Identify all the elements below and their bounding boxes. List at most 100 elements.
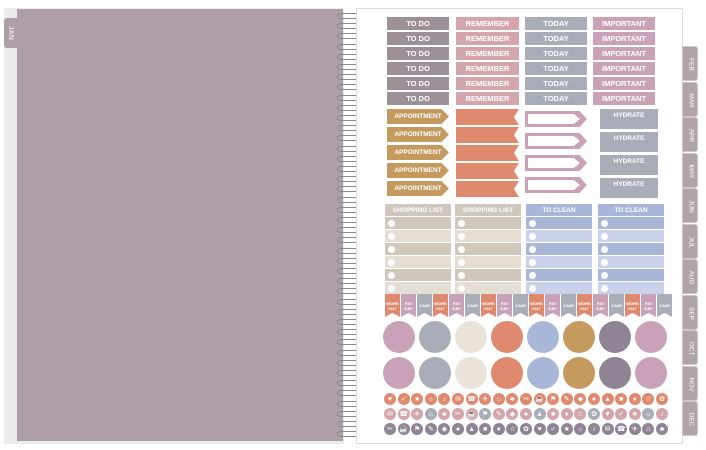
mini-flag-sticker: ASAP xyxy=(609,294,624,317)
list-row xyxy=(526,256,592,268)
mini-icon-sticker: ♥ xyxy=(533,423,546,435)
tab-sep[interactable]: SEP xyxy=(682,294,698,330)
list-row xyxy=(385,217,451,229)
tab-oct[interactable]: OCT xyxy=(682,330,698,365)
list-row xyxy=(526,282,592,294)
today-sticker: TODAY xyxy=(525,17,587,30)
mini-icon-sticker: ☆ xyxy=(574,408,587,420)
tab-mar[interactable]: MAR xyxy=(682,81,698,117)
tab-nov[interactable]: NOV xyxy=(682,365,698,401)
list-row xyxy=(526,269,592,281)
mini-icon-sticker: ✈ xyxy=(479,393,492,405)
tab-label: NOV xyxy=(687,376,695,392)
list-row xyxy=(455,269,521,281)
circle-sticker xyxy=(563,357,595,389)
mini-icon-sticker: ☎ xyxy=(615,423,628,435)
mini-icon-sticker: ■ xyxy=(615,393,628,405)
checkbox-dot xyxy=(601,284,608,292)
coral-flag-sticker xyxy=(456,181,519,197)
circle-sticker xyxy=(455,321,487,353)
hydrate-sticker: HYDRATE xyxy=(600,132,658,152)
circle-sticker xyxy=(563,321,595,353)
mini-flag-sticker: WORK OUT xyxy=(433,294,448,317)
circle-sticker xyxy=(635,357,667,389)
tab-label: MAR xyxy=(687,92,695,108)
mini-flag-sticker: PAY DAY xyxy=(497,294,512,317)
mini-icon-sticker: ♣ xyxy=(506,393,519,405)
mini-icon-sticker: ★ xyxy=(560,423,573,435)
list-row xyxy=(385,256,451,268)
spiral-binding xyxy=(337,13,367,441)
mini-icon-sticker: ■ xyxy=(547,408,560,420)
tab-dec[interactable]: DEC xyxy=(682,401,698,436)
list-row xyxy=(598,243,664,255)
tab-apr[interactable]: APR xyxy=(682,117,698,152)
mini-icon-sticker: ☼ xyxy=(642,408,655,420)
checkbox-dot xyxy=(388,219,395,227)
checkbox-dot xyxy=(529,271,536,279)
mini-flag-sticker: WORK OUT xyxy=(385,294,400,317)
mini-flag-sticker: ASAP xyxy=(561,294,576,317)
tab-jan-label: JAN xyxy=(7,25,15,41)
circle-sticker xyxy=(527,321,559,353)
mini-icon-sticker: ♦ xyxy=(492,423,505,435)
mini-icon-sticker: ◆ xyxy=(574,393,587,405)
mini-icon-sticker: ▲ xyxy=(465,423,478,435)
mini-icon-sticker: ★ xyxy=(411,393,424,405)
remember-sticker: REMEMBER xyxy=(456,32,519,45)
mini-icon-sticker: ▲ xyxy=(533,408,546,420)
mini-flag-sticker: WORK OUT xyxy=(625,294,640,317)
mini-icon-sticker: ☕ xyxy=(397,423,410,435)
remember-sticker: REMEMBER xyxy=(456,77,519,90)
mini-icon-sticker: ☎ xyxy=(465,393,478,405)
appointment-sticker: APPOINTMENT xyxy=(387,145,449,160)
today-sticker: TODAY xyxy=(525,47,587,60)
mini-icon-sticker: ♦ xyxy=(628,393,641,405)
mini-icon-sticker: ♣ xyxy=(656,423,668,435)
tab-may[interactable]: MAY xyxy=(682,152,698,188)
circle-sticker xyxy=(491,357,523,389)
list-row xyxy=(385,230,451,242)
mini-icon-sticker: ⚑ xyxy=(411,423,424,435)
list-row xyxy=(526,243,592,255)
checkbox-dot xyxy=(458,258,465,266)
mini-icon-sticker: ✂ xyxy=(452,408,464,420)
hydrate-sticker: HYDRATE xyxy=(600,109,658,129)
mini-icon-sticker: ♦ xyxy=(560,408,573,420)
mini-icon-sticker: ■ xyxy=(479,423,492,435)
list-row xyxy=(455,230,521,242)
mini-icon-sticker: ✉ xyxy=(384,408,396,420)
mini-icon-sticker: ✓ xyxy=(615,408,628,420)
appointment-sticker: APPOINTMENT xyxy=(387,163,449,178)
checkbox-dot xyxy=(529,245,536,253)
mini-icon-sticker: ✂ xyxy=(520,393,532,405)
tab-jun[interactable]: JUN xyxy=(682,188,698,223)
mini-icon-sticker: ☼ xyxy=(424,393,437,405)
circle-sticker xyxy=(383,357,415,389)
circle-sticker xyxy=(599,321,631,353)
circle-sticker xyxy=(419,357,451,389)
remember-sticker: REMEMBER xyxy=(456,62,519,75)
tab-aug[interactable]: AUG xyxy=(682,259,698,294)
checkbox-dot xyxy=(601,219,608,227)
coral-flag-sticker xyxy=(456,145,519,161)
mini-icon-sticker: ⌂ xyxy=(642,423,655,435)
tab-jul[interactable]: JUL xyxy=(682,223,698,259)
shopping-list-sticker: SHOPPING LIST xyxy=(455,204,521,216)
tab-feb[interactable]: FEB xyxy=(682,46,698,81)
mini-icon-sticker: ♥ xyxy=(384,393,396,405)
mini-icon-sticker: ✎ xyxy=(492,408,505,420)
tab-label: APR xyxy=(687,128,695,143)
mini-flag-sticker: ASAP xyxy=(417,294,432,317)
mini-icon-sticker: ☕ xyxy=(533,393,546,405)
todo-sticker: TO DO xyxy=(387,77,449,90)
mini-icon-sticker: ● xyxy=(588,393,600,405)
circle-sticker xyxy=(383,321,415,353)
tab-jan[interactable]: JAN xyxy=(4,18,18,48)
important-sticker: IMPORTANT xyxy=(593,32,655,45)
blank-arrow-fill xyxy=(528,158,580,168)
month-tabs: FEB MAR APR MAY JUN JUL AUG SEP OCT NOV DEC xyxy=(682,46,698,438)
mini-icon-sticker: ⚑ xyxy=(479,408,492,420)
list-row xyxy=(526,217,592,229)
